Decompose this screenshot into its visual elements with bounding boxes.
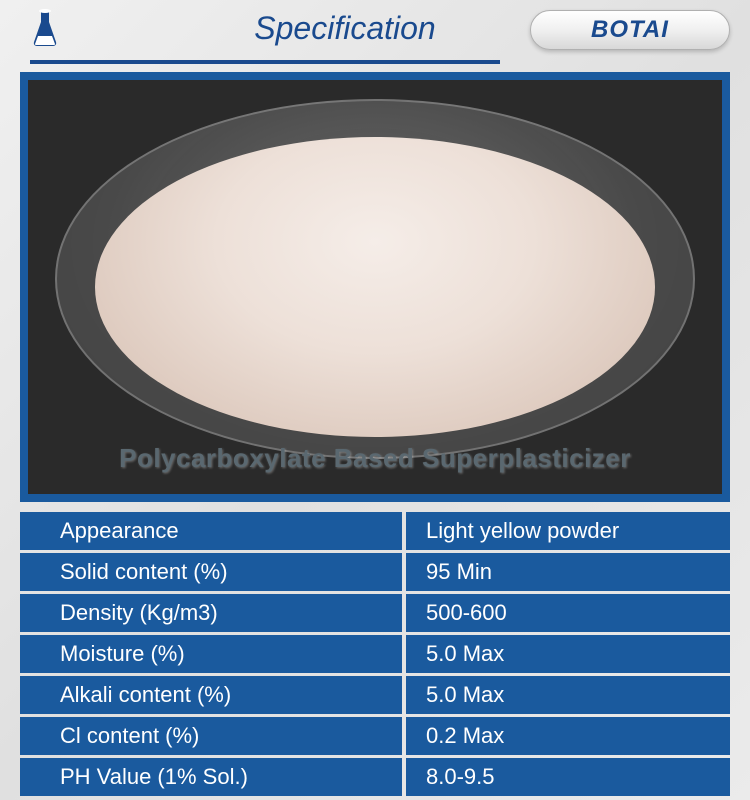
table-row: Solid content (%) 95 Min: [20, 553, 730, 591]
spec-label: Solid content (%): [20, 553, 402, 591]
spec-value: 500-600: [406, 594, 730, 632]
logo-badge: BOTAI: [530, 10, 730, 50]
table-row: Moisture (%) 5.0 Max: [20, 635, 730, 673]
table-row: PH Value (1% Sol.) 8.0-9.5: [20, 758, 730, 796]
image-caption: Polycarboxylate Based Superplasticizer: [28, 443, 722, 474]
table-row: Density (Kg/m3) 500-600: [20, 594, 730, 632]
product-image: [55, 79, 695, 479]
logo-text: BOTAI: [591, 16, 669, 44]
spec-value: 5.0 Max: [406, 635, 730, 673]
table-row: Cl content (%) 0.2 Max: [20, 717, 730, 755]
spec-label: Appearance: [20, 512, 402, 550]
spec-label: Moisture (%): [20, 635, 402, 673]
spec-label: Alkali content (%): [20, 676, 402, 714]
page-root: Specification BOTAI Polycarboxylate Base…: [0, 0, 750, 800]
spec-table: Appearance Light yellow powder Solid con…: [20, 512, 730, 796]
spec-value: 5.0 Max: [406, 676, 730, 714]
spec-value: 95 Min: [406, 553, 730, 591]
spec-value: 0.2 Max: [406, 717, 730, 755]
spec-label: Density (Kg/m3): [20, 594, 402, 632]
spec-label: PH Value (1% Sol.): [20, 758, 402, 796]
spec-value: 8.0-9.5: [406, 758, 730, 796]
header-underline: [30, 60, 500, 64]
spec-value: Light yellow powder: [406, 512, 730, 550]
spec-label: Cl content (%): [20, 717, 402, 755]
table-row: Appearance Light yellow powder: [20, 512, 730, 550]
flask-icon: [30, 8, 60, 48]
table-row: Alkali content (%) 5.0 Max: [20, 676, 730, 714]
header: Specification BOTAI: [0, 0, 750, 60]
product-image-frame: Polycarboxylate Based Superplasticizer: [20, 72, 730, 502]
